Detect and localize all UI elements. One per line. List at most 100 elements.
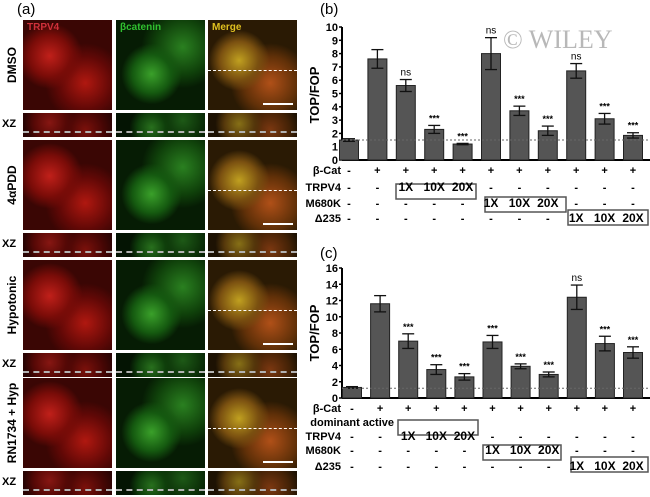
dose-label: 20X	[538, 443, 559, 457]
xz-section	[23, 471, 112, 495]
condition-label: Δ235	[315, 461, 341, 473]
condition-sign: -	[463, 445, 467, 457]
condition-sign: -	[631, 182, 635, 194]
bar	[566, 70, 587, 161]
condition-sign: +	[573, 165, 579, 177]
micrograph	[116, 260, 205, 350]
micrograph	[23, 378, 112, 468]
dose-label: 10X	[509, 196, 530, 210]
substrate-line	[116, 251, 205, 253]
xz-section	[23, 353, 112, 377]
condition-sign: +	[601, 165, 607, 177]
condition-label: TRPV4	[306, 182, 342, 194]
bar	[623, 352, 643, 399]
xz-section	[208, 113, 297, 137]
dose-label: 1X	[485, 443, 500, 457]
scale-bar	[263, 461, 293, 463]
column-header: Merge	[212, 22, 242, 33]
y-tick-label: 4	[332, 102, 339, 114]
condition-sign: -	[350, 445, 354, 457]
y-tick-label: 8	[332, 49, 338, 61]
condition-sign: -	[631, 431, 635, 443]
substrate-line	[23, 131, 112, 133]
substrate-line	[23, 371, 112, 373]
condition-sign: +	[461, 403, 467, 415]
condition-sign: -	[603, 182, 607, 194]
condition-sign: -	[376, 198, 380, 210]
xz-section	[116, 353, 205, 377]
condition-label: Δ235	[315, 213, 341, 225]
significance-label: ***	[431, 353, 442, 363]
bar	[509, 110, 530, 161]
condition-sign: -	[489, 213, 493, 225]
condition-sign: -	[491, 431, 495, 443]
condition-label: β-Cat	[313, 165, 341, 177]
y-axis-label: TOP/FOP	[307, 66, 322, 123]
substrate-line	[116, 131, 205, 133]
condition-sign: -	[603, 445, 607, 457]
substrate-line	[23, 489, 112, 491]
y-tick-label: 8	[332, 328, 338, 340]
substrate-line	[23, 251, 112, 253]
xz-plane-line	[208, 70, 297, 71]
condition-sign: -	[434, 461, 438, 473]
condition-sign: -	[350, 431, 354, 443]
bar	[510, 365, 531, 399]
dose-label: 1X	[484, 196, 499, 210]
significance-label: ***	[600, 324, 611, 334]
bar	[367, 58, 388, 161]
xz-plane-line	[208, 190, 297, 191]
scale-bar	[263, 223, 293, 225]
micrograph	[116, 140, 205, 230]
panel-label-a: (a)	[17, 1, 36, 18]
xz-label: XZ	[2, 358, 17, 370]
y-tick-label: 2	[332, 128, 338, 140]
micrograph	[208, 260, 297, 350]
condition-sign: +	[574, 403, 580, 415]
condition-sign: +	[516, 165, 522, 177]
dose-label: 20X	[452, 180, 473, 194]
significance-label: ***	[487, 323, 498, 333]
condition-sign: -	[574, 198, 578, 210]
condition-sign: -	[518, 182, 522, 194]
significance-label: ***	[628, 335, 639, 345]
dose-label: 10X	[424, 180, 445, 194]
panel-label: (b)	[320, 1, 338, 18]
bar	[370, 303, 391, 399]
condition-sign: +	[405, 403, 411, 415]
dose-box	[482, 444, 562, 461]
condition-label: dominant active	[310, 417, 394, 429]
condition-sign: -	[350, 461, 354, 473]
dose-label: 10X	[426, 429, 447, 443]
column-header: βcatenin	[120, 22, 162, 33]
dose-label: 20X	[454, 429, 475, 443]
dose-box	[397, 419, 479, 436]
dose-label: 1X	[398, 180, 413, 194]
significance-label: ns	[486, 26, 497, 37]
condition-sign: +	[630, 403, 636, 415]
micrograph	[116, 378, 205, 468]
dose-label: 20X	[622, 459, 643, 473]
condition-sign: -	[519, 461, 523, 473]
y-tick-label: 6	[332, 75, 338, 87]
condition-sign: -	[574, 182, 578, 194]
condition-sign: +	[377, 403, 383, 415]
condition-sign: -	[603, 198, 607, 210]
condition-label: TRPV4	[306, 431, 342, 443]
condition-sign: -	[603, 431, 607, 443]
significance-label: ***	[543, 114, 554, 124]
scale-bar	[263, 103, 293, 105]
significance-label: ns	[572, 273, 583, 284]
dose-label: 1X	[569, 211, 584, 225]
significance-label: ns	[401, 68, 412, 79]
y-tick-label: 16	[326, 263, 338, 275]
condition-sign: +	[630, 165, 636, 177]
bar	[398, 340, 419, 399]
xz-plane-line	[208, 428, 297, 429]
condition-sign: -	[378, 461, 382, 473]
bar	[566, 296, 587, 399]
significance-label: ***	[543, 360, 554, 370]
xz-plane-line	[208, 310, 297, 311]
y-tick-label: 1	[332, 142, 338, 154]
